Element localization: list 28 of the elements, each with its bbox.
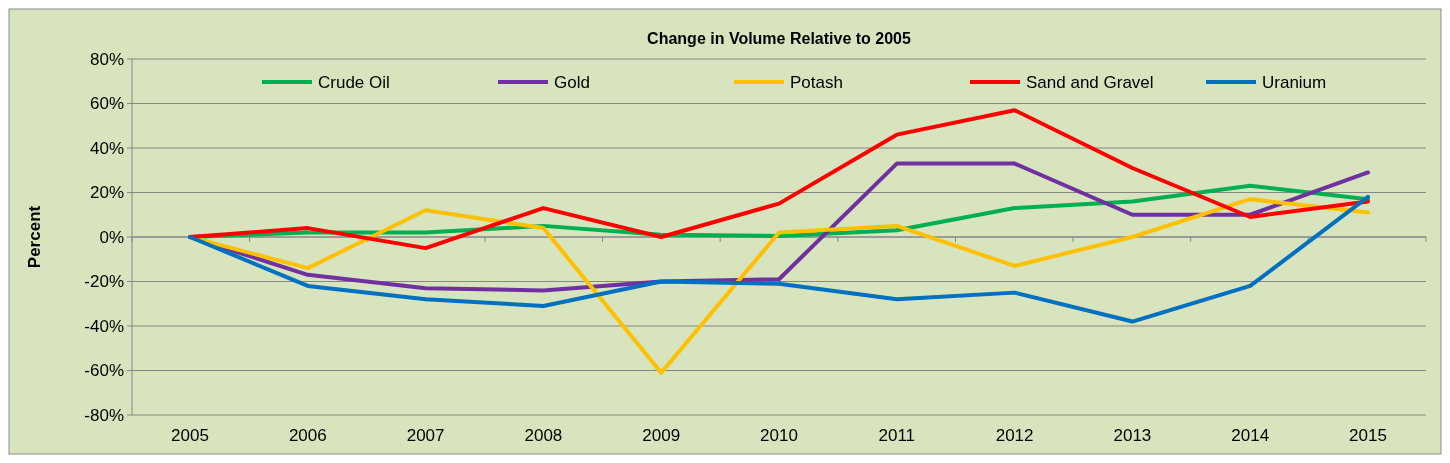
y-tick-label: 40%: [89, 138, 124, 158]
legend-label: Gold: [554, 72, 590, 92]
y-tick-label: 80%: [89, 49, 124, 69]
x-tick-label: 2010: [760, 426, 798, 445]
legend-label: Sand and Gravel: [1026, 72, 1154, 92]
y-tick-label: 60%: [89, 94, 124, 114]
legend-label: Uranium: [1262, 72, 1327, 92]
x-tick-label: 2008: [524, 426, 563, 445]
y-tick-label: 0%: [99, 227, 124, 247]
x-tick-label: 2007: [406, 426, 445, 445]
x-tick-label: 2012: [995, 426, 1034, 445]
legend-label: Crude Oil: [318, 72, 390, 92]
x-tick-label: 2011: [878, 426, 916, 445]
x-tick-label: 2009: [642, 426, 681, 445]
y-tick-label: -40%: [84, 316, 124, 336]
x-tick-label: 2006: [288, 426, 327, 445]
x-tick-label: 2005: [171, 426, 209, 445]
y-tick-label: 20%: [89, 183, 124, 203]
y-axis-title: Percent: [25, 205, 44, 269]
y-tick-label: -80%: [84, 405, 124, 425]
y-tick-label: -20%: [84, 272, 124, 292]
x-tick-label: 2015: [1349, 426, 1387, 445]
x-tick-label: 2014: [1231, 426, 1270, 445]
y-tick-label: -60%: [84, 361, 124, 381]
legend-label: Potash: [790, 72, 843, 92]
line-series: [188, 194, 1370, 324]
x-tick-label: 2013: [1113, 426, 1152, 445]
chart-title: Change in Volume Relative to 2005: [647, 30, 911, 47]
